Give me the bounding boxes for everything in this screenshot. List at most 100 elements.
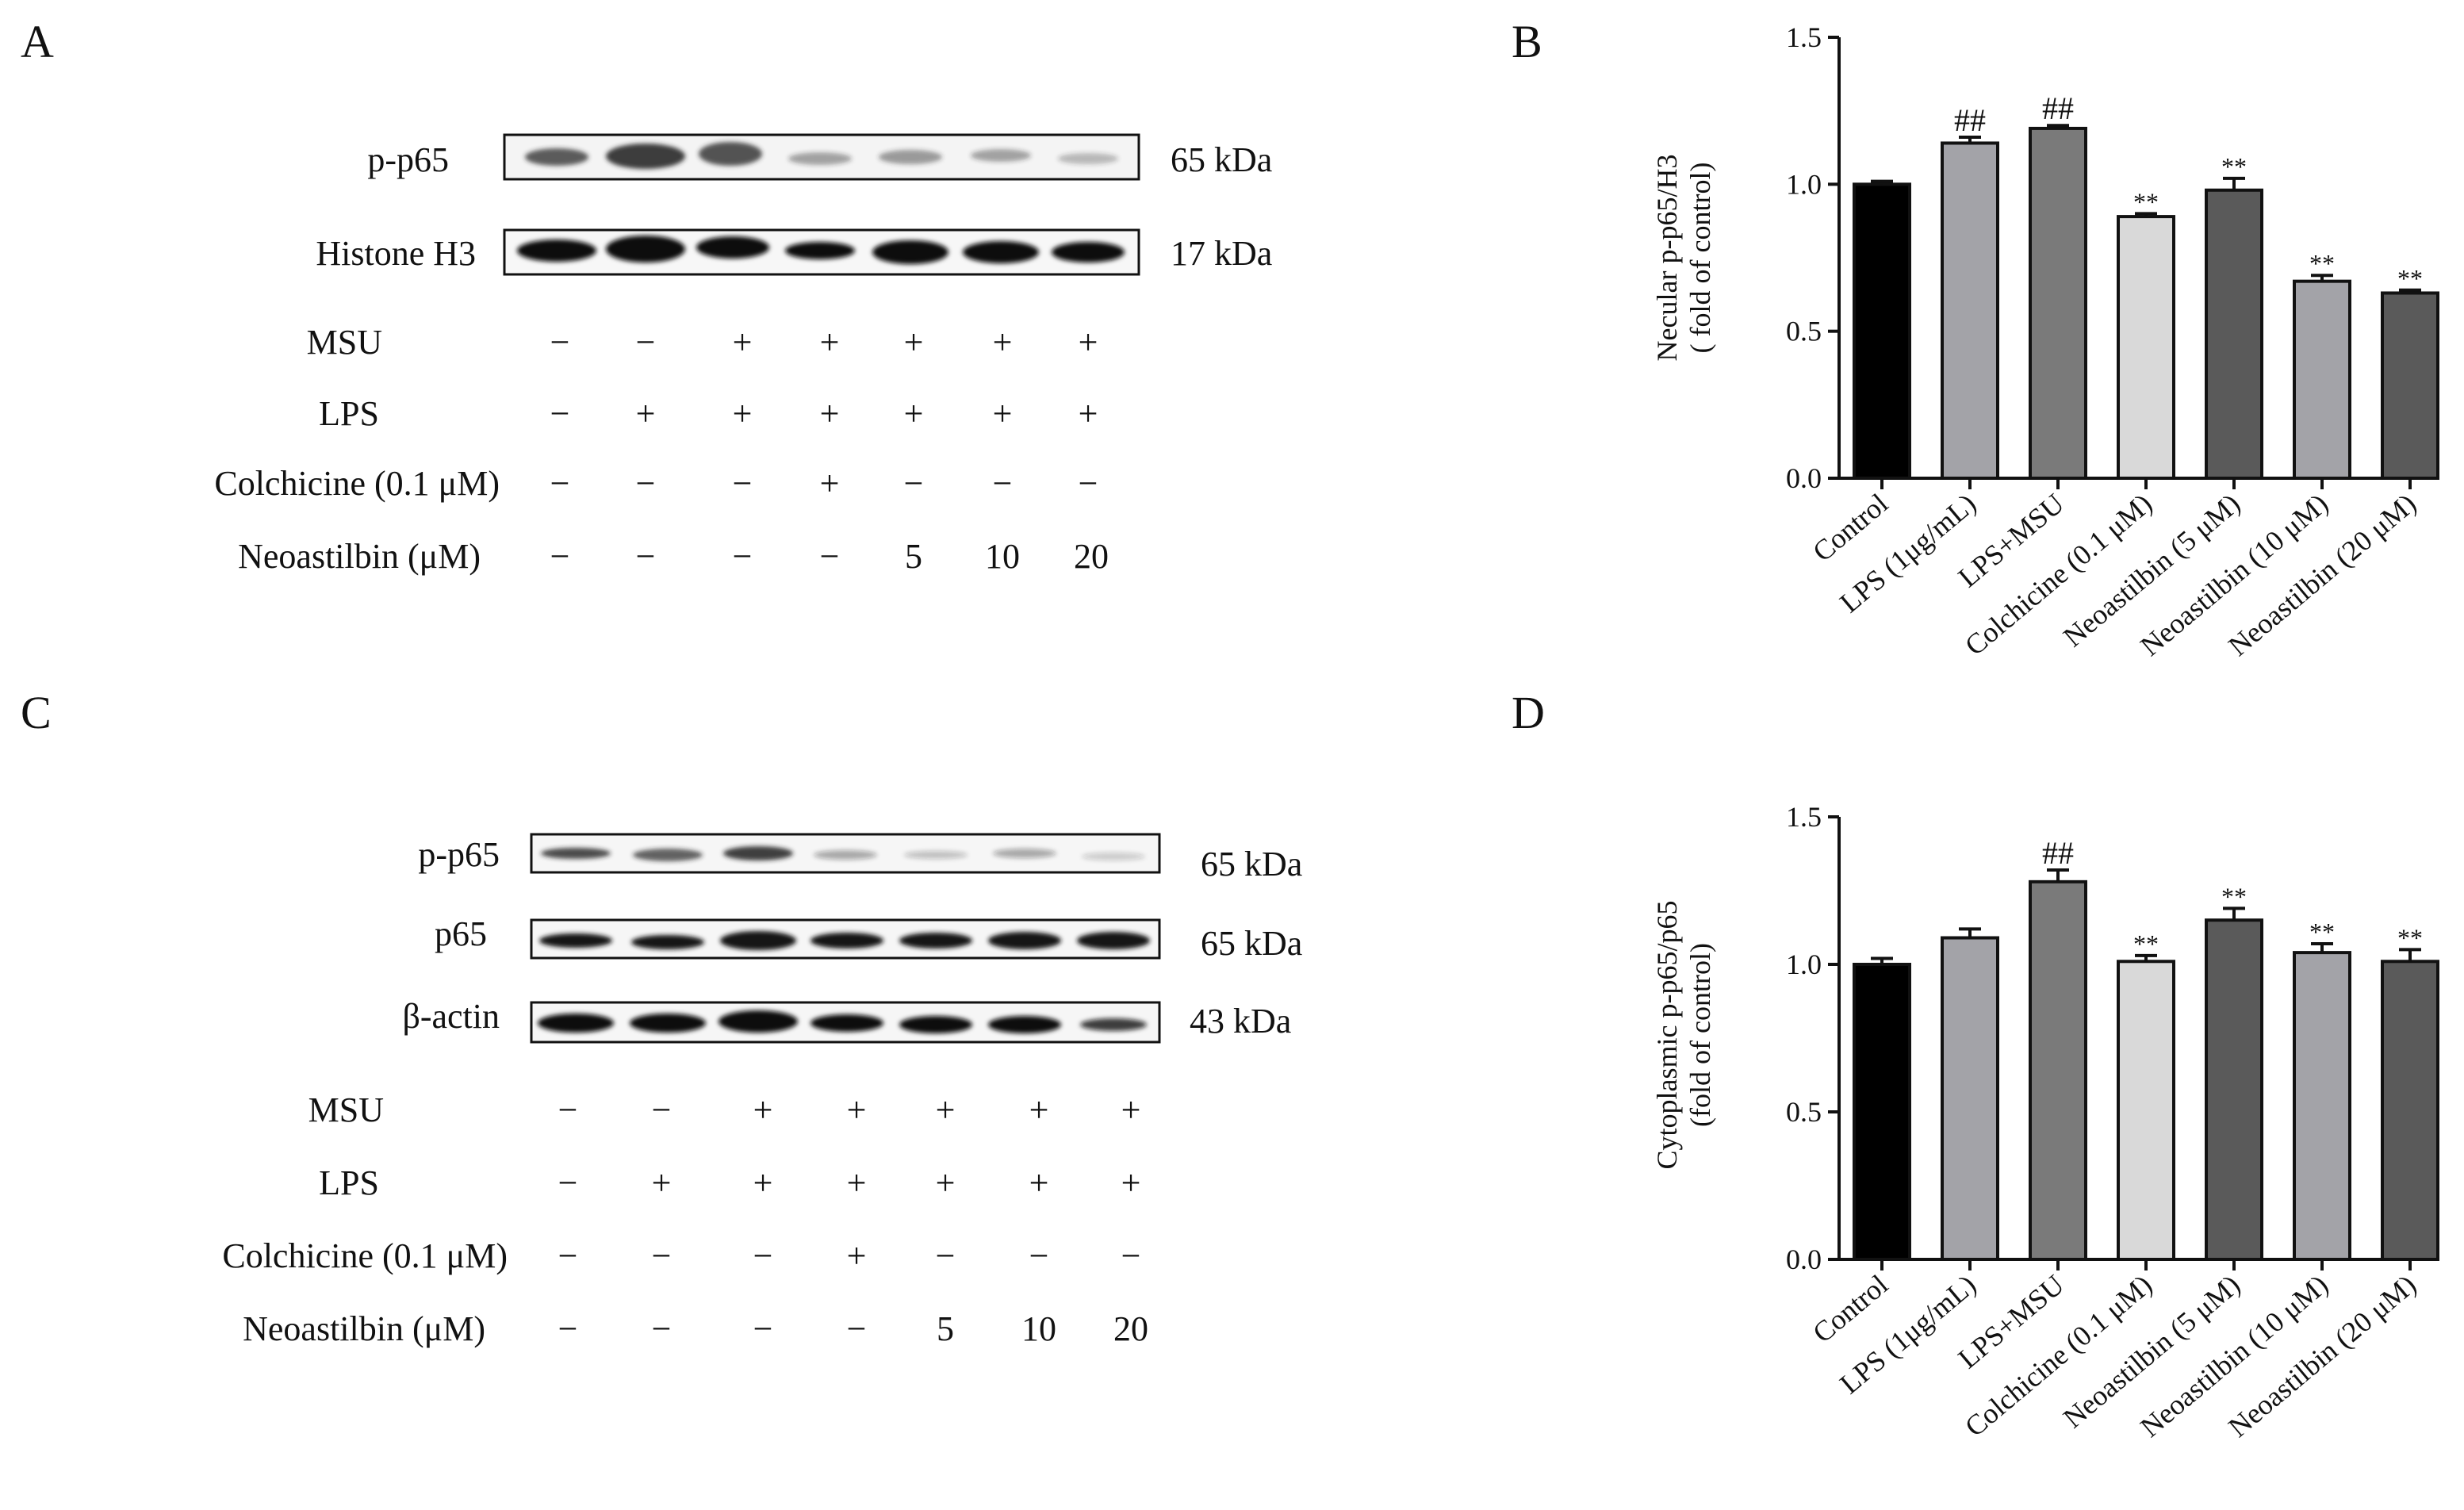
cond-c-neoastilbin-label: Neoastilbin (μM) [243, 1309, 485, 1348]
blot-a-p-p65-band-5 [879, 150, 942, 164]
cond-a-neoastilbin-lane-3: − [733, 537, 753, 576]
conditions-a: MSU − − + + + + + LPS − + + + + + + Colc… [214, 323, 1109, 576]
cond-a-lps-lane-6: + [993, 394, 1013, 433]
cond-c-neoastilbin-lane-7: 20 [1113, 1309, 1148, 1348]
cond-a-colchicine-lane-1: − [550, 464, 570, 503]
blot-c-p65-band-1 [539, 933, 612, 948]
significance-label: ** [2309, 249, 2335, 278]
blot-c-p-p65-band-4 [814, 850, 877, 860]
cond-c-neoastilbin-lane-3: − [753, 1309, 773, 1348]
y-tick-label: 0.5 [1786, 1096, 1822, 1128]
cond-c-colchicine-lane-6: − [1029, 1236, 1049, 1275]
significance-label: ## [2042, 90, 2074, 126]
blot-a-histone-h3-label: Histone H3 [316, 234, 476, 273]
y-tick-label: 1.5 [1786, 801, 1822, 833]
blot-c-p65-band-5 [899, 933, 972, 949]
blot-a-histone-h3-kda: 17 kDa [1171, 234, 1272, 273]
blot-a-p-p65-band-4 [788, 152, 852, 165]
blot-a-histone-h3-band-1 [517, 240, 596, 262]
blot-c-beta-actin-band-3 [719, 1010, 798, 1033]
cond-c-neoastilbin-lane-4: − [847, 1309, 867, 1348]
y-tick-label: 0.5 [1786, 316, 1822, 347]
blot-a-p-p65-band-3 [699, 142, 762, 166]
panel-b-letter: B [1512, 16, 1542, 67]
blot-c-p65-band-3 [720, 931, 796, 950]
blot-c-beta-actin-band-4 [810, 1014, 883, 1032]
bar [2205, 188, 2263, 480]
significance-label: ** [2397, 264, 2423, 293]
bar [2117, 960, 2175, 1262]
blot-c-p-p65-band-7 [1082, 853, 1145, 860]
blot-a-p-p65-band-1 [525, 148, 588, 166]
blot-a-histone-h3-band-3 [696, 236, 769, 259]
panel-c: C p-p65 65 kDa p65 [21, 687, 1302, 1348]
bar [1853, 963, 1911, 1261]
cond-c-lps-lane-2: + [652, 1163, 672, 1202]
cond-c-lps-lane-6: + [1029, 1163, 1049, 1202]
cond-a-lps-lane-2: + [636, 394, 656, 433]
blot-c-p-p65-band-6 [993, 849, 1056, 858]
cond-c-neoastilbin-lane-2: − [652, 1309, 672, 1348]
cond-a-lps-lane-5: + [904, 394, 924, 433]
bar [2381, 291, 2439, 481]
cond-c-lps-lane-5: + [936, 1163, 956, 1202]
cond-c-msu-lane-1: − [558, 1090, 578, 1129]
cond-c-msu-lane-2: − [652, 1090, 672, 1129]
cond-a-lps-lane-1: − [550, 394, 570, 433]
panel-d-letter: D [1512, 687, 1545, 738]
cond-a-msu-label: MSU [307, 323, 382, 362]
bar [1941, 936, 1999, 1262]
significance-label: ** [2221, 882, 2247, 910]
cond-a-msu-lane-5: + [904, 323, 924, 362]
blot-c-p-p65-band-2 [633, 849, 703, 861]
bar [2029, 880, 2087, 1261]
y-tick-label: 1.5 [1786, 21, 1822, 53]
blot-a-p-p65: p-p65 65 kDa [367, 133, 1272, 181]
blot-c-beta-actin-kda: 43 kDa [1190, 1002, 1291, 1041]
cond-c-colchicine-lane-5: − [936, 1236, 956, 1275]
cond-c-colchicine-lane-2: − [652, 1236, 672, 1275]
panel-c-letter: C [21, 687, 52, 738]
chart-d: 0.0 0.5 1.0 1.5 Cytoplasmic p-p65/p65 (fold o… [1651, 801, 2439, 1443]
bar [2381, 960, 2439, 1262]
blot-a-p-p65-band-2 [606, 144, 685, 169]
cond-a-lps-label: LPS [319, 394, 379, 433]
significance-label: ** [2221, 152, 2247, 181]
blot-a-histone-h3-band-4 [785, 242, 855, 259]
blot-c-p-p65-band-5 [904, 851, 968, 859]
y-axis-title: Necular p-p65/H3 [1651, 155, 1683, 362]
bar [2205, 918, 2263, 1261]
blot-c-p65: p65 65 kDa [435, 914, 1302, 963]
blot-c-p65-band-7 [1077, 932, 1150, 949]
cond-c-neoastilbin-lane-5: 5 [937, 1309, 954, 1348]
significance-label: ** [2309, 918, 2335, 946]
cond-c-msu-lane-4: + [847, 1090, 867, 1129]
blot-c-beta-actin-band-2 [630, 1014, 706, 1033]
panel-a: A p-p65 65 kDa Histone H3 [21, 16, 1272, 576]
blot-a-p-p65-label: p-p65 [367, 140, 449, 179]
cond-c-colchicine-lane-7: − [1121, 1236, 1141, 1275]
cond-a-neoastilbin-lane-1: − [550, 537, 570, 576]
y-axis-subtitle: ( fold of control) [1684, 163, 1716, 354]
cond-c-msu-lane-6: + [1029, 1090, 1049, 1129]
cond-a-msu-lane-6: + [993, 323, 1013, 362]
cond-a-msu-lane-7: + [1079, 323, 1098, 362]
bar [2029, 126, 2087, 480]
blot-c-p65-band-2 [631, 935, 704, 949]
cond-a-colchicine-lane-5: − [904, 464, 924, 503]
y-axis-title: Cytoplasmic p-p65/p65 [1651, 901, 1683, 1170]
cond-a-msu-lane-4: + [820, 323, 840, 362]
chart-b: 0.0 0.5 1.0 1.5 Necular p-p65/H3( fold of co… [1651, 21, 2439, 662]
blot-c-beta-actin-band-5 [899, 1016, 972, 1033]
significance-label: ** [2133, 929, 2159, 958]
blot-c-beta-actin: β-actin 43 kDa [402, 997, 1291, 1044]
cond-a-neoastilbin-lane-7: 20 [1074, 537, 1109, 576]
cond-c-msu-lane-7: + [1121, 1090, 1141, 1129]
cond-c-colchicine-label: Colchicine (0.1 μM) [222, 1236, 508, 1275]
significance-label: ## [2042, 835, 2074, 871]
blot-c-p65-kda: 65 kDa [1201, 924, 1302, 963]
cond-c-colchicine-lane-3: − [753, 1236, 773, 1275]
blot-c-p-p65-kda: 65 kDa [1201, 845, 1302, 883]
cond-a-colchicine-label: Colchicine (0.1 μM) [214, 464, 500, 503]
cond-a-lps-lane-3: + [733, 394, 753, 433]
